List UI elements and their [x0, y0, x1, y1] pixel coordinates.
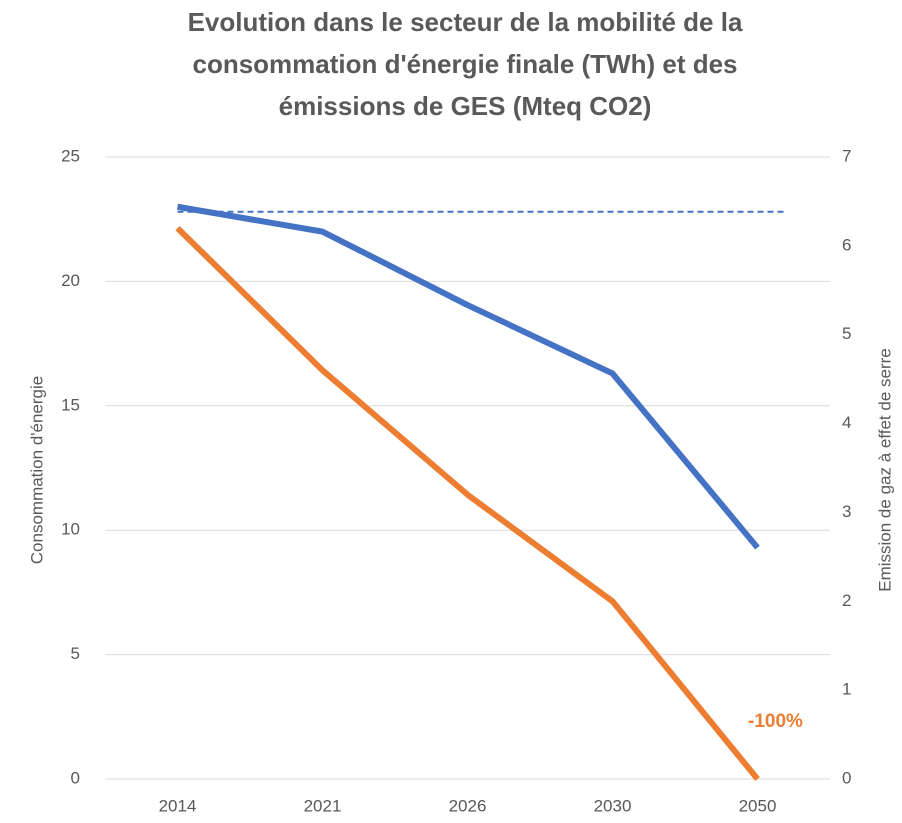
y2-tick-label: 5 [842, 324, 851, 343]
y2-axis-title: Emission de gaz à effet de serre [875, 348, 894, 592]
x-tick-label: 2014 [159, 796, 197, 815]
x-tick-label: 2030 [594, 796, 632, 815]
y-tick-label: 15 [61, 395, 80, 414]
series-line [175, 225, 760, 781]
y-tick-label: 20 [61, 271, 80, 290]
y-tick-label: 25 [61, 146, 80, 165]
y2-tick-label: 4 [842, 413, 851, 432]
y2-tick-label: 0 [842, 768, 851, 787]
y-tick-label: 0 [71, 768, 80, 787]
y2-tick-label: 1 [842, 680, 851, 699]
y-tick-label: 5 [71, 644, 80, 663]
y-axis-title: Consommation d'énergie [27, 376, 46, 564]
y2-tick-label: 6 [842, 235, 851, 254]
x-tick-label: 2026 [449, 796, 487, 815]
annotation: -100% [748, 711, 803, 732]
y2-tick-label: 3 [842, 502, 851, 521]
x-tick-label: 2050 [739, 796, 777, 815]
chart-title: consommation d'énergie finale (TWh) et d… [192, 49, 737, 79]
chart-title: Evolution dans le secteur de la mobilité… [188, 7, 743, 37]
series-line [176, 203, 760, 550]
x-tick-label: 2021 [304, 796, 342, 815]
chart-title: émissions de GES (Mteq CO2) [279, 91, 652, 121]
y-tick-label: 10 [61, 520, 80, 539]
y2-tick-label: 7 [842, 146, 851, 165]
y2-tick-label: 2 [842, 591, 851, 610]
